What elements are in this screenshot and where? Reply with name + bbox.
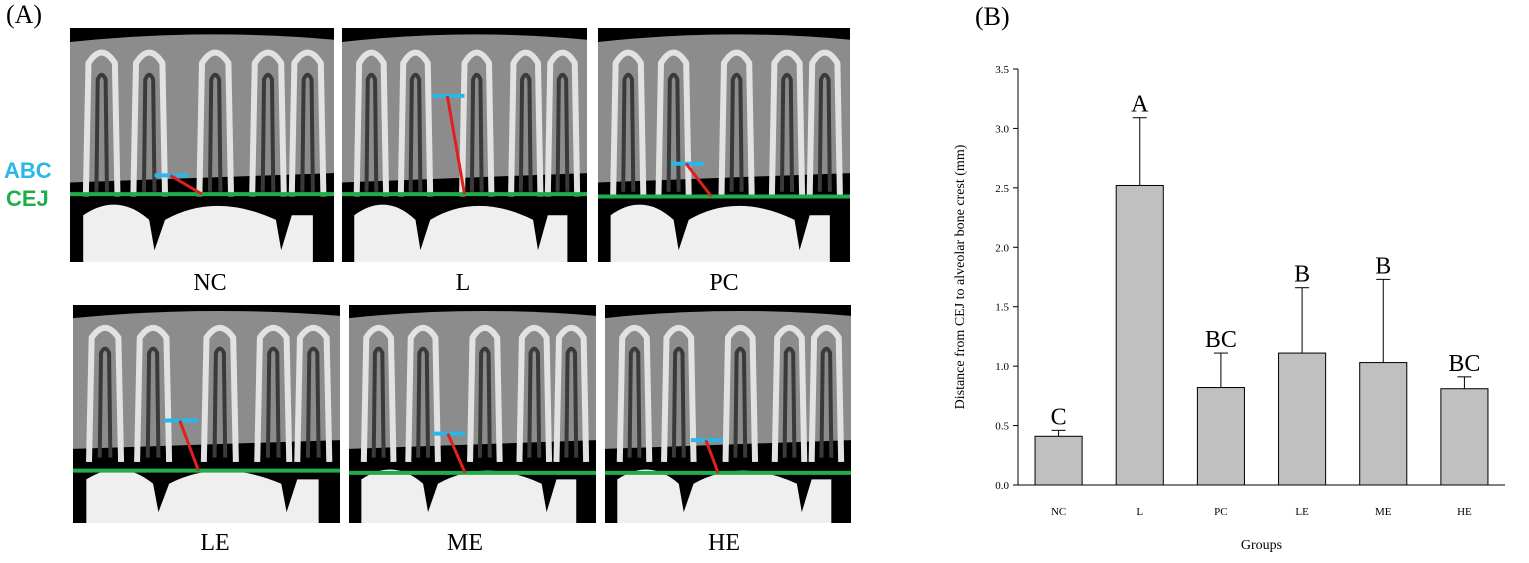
y-tick-label: 3.5 [995,64,1009,76]
y-tick-label: 2.0 [995,242,1009,254]
micro-ct-image-le [73,305,340,523]
cej-legend-label: CEJ [6,186,49,211]
micro-ct-image-l [342,28,587,262]
bar-le [1278,352,1327,486]
bar-chart: 0.0 0.5 1.0 1.5 2.0 2.5 3.0 3.5 C NC A L BC PC B LE B ME B… [953,64,1505,553]
significance-label: C [1051,404,1067,430]
tile-caption-l: L [455,270,471,296]
y-axis-title: Distance from CEJ to alveolar bone crest… [953,144,968,409]
significance-label: B [1294,262,1310,288]
significance-label: BC [1448,351,1480,377]
x-tick-label: NC [1051,506,1066,518]
y-tick-label: 3.0 [995,123,1009,135]
x-axis-title: Groups [1241,538,1282,553]
micro-ct-image-he [605,305,851,523]
panel-b-label: (B) [975,2,1010,31]
x-tick-label: ME [1375,506,1392,518]
significance-label: BC [1205,327,1237,353]
x-tick-label: L [1136,506,1143,518]
y-tick-label: 1.5 [995,302,1009,314]
abc-legend-label: ABC [4,158,52,183]
significance-label: A [1131,92,1149,118]
tile-caption-le: LE [200,530,230,556]
bar-he [1440,388,1489,486]
y-tick-label: 1.0 [995,361,1009,373]
micro-ct-image-nc [70,28,334,262]
y-tick-label: 0.5 [995,421,1009,433]
micro-ct-image-pc [598,28,850,262]
tile-caption-me: ME [447,530,483,556]
y-tick-label: 2.5 [995,183,1009,195]
bar-me [1359,362,1408,486]
bar-l [1115,184,1164,486]
bar-pc [1196,387,1245,486]
significance-label: B [1375,253,1391,279]
tile-caption-nc: NC [193,270,227,296]
y-tick-label: 0.0 [995,480,1009,492]
tile-caption-he: HE [708,530,740,556]
x-tick-label: HE [1457,506,1472,518]
panel-a-label: (A) [6,0,43,29]
micro-ct-image-me [349,305,596,523]
tile-caption-pc: PC [709,270,739,296]
bar-nc [1034,435,1083,486]
x-tick-label: LE [1295,506,1309,518]
x-tick-label: PC [1214,506,1227,518]
